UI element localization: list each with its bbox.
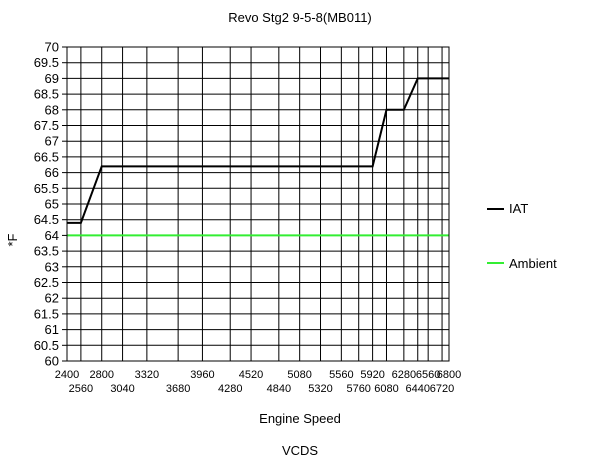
x-tick-label: 5920 (360, 369, 384, 381)
y-axis-label: *F (5, 233, 20, 246)
plot-series (67, 77, 449, 237)
y-tick-label: 65.5 (34, 181, 59, 196)
chart-subtitle: VCDS (282, 443, 318, 458)
legend-iat-label: IAT (509, 201, 528, 216)
y-tick-label: 61 (45, 322, 59, 337)
x-axis-label: Engine Speed (259, 411, 341, 426)
y-axis-tick-labels: 6060.56161.56262.56363.56464.56565.56666… (34, 40, 59, 369)
y-tick-label: 63.5 (34, 244, 59, 259)
x-tick-label: 5080 (287, 369, 311, 381)
x-tick-label: 6440 (406, 383, 430, 395)
x-tick-label: 3960 (190, 369, 214, 381)
plot-area-border (66, 46, 450, 362)
x-tick-label: 5320 (308, 383, 332, 395)
x-tick-label: 4520 (239, 369, 263, 381)
x-tick-label: 4280 (218, 383, 242, 395)
y-tick-label: 66 (45, 165, 59, 180)
x-tick-label: 3040 (110, 383, 134, 395)
y-tick-label: 61.5 (34, 306, 59, 321)
x-tick-label: 3320 (135, 369, 159, 381)
y-tick-label: 69.5 (34, 55, 59, 70)
x-axis-tick-labels: 2400 2800 3320 3960 4520 5080 5560 5920 6280 6560… (55, 369, 461, 395)
x-tick-label: 6280 (392, 369, 416, 381)
y-tick-label: 67.5 (34, 118, 59, 133)
y-tick-label: 68.5 (34, 87, 59, 102)
x-tick-label: 6800 (437, 369, 461, 381)
y-tick-label: 64.5 (34, 212, 59, 227)
legend-ambient-label: Ambient (509, 256, 557, 271)
y-tick-label: 67 (45, 134, 59, 149)
x-tick-label: 4840 (267, 383, 291, 395)
legend: IAT Ambient (487, 201, 557, 271)
y-tick-label: 70 (45, 40, 59, 55)
x-tick-label: 5760 (346, 383, 370, 395)
x-tick-label: 5560 (329, 369, 353, 381)
y-tick-label: 60.5 (34, 338, 59, 353)
series-line-iat (67, 77, 449, 224)
y-tick-label: 65 (45, 197, 59, 212)
plot-grid (62, 46, 450, 362)
x-tick-label: 2800 (89, 369, 113, 381)
y-tick-label: 62.5 (34, 275, 59, 290)
x-tick-label: 2400 (55, 369, 79, 381)
y-tick-label: 68 (45, 102, 59, 117)
y-tick-label: 63 (45, 259, 59, 274)
x-tick-label: 3680 (166, 383, 190, 395)
y-tick-label: 66.5 (34, 149, 59, 164)
y-tick-label: 60 (45, 354, 59, 369)
y-tick-label: 64 (45, 228, 59, 243)
y-tick-label: 69 (45, 71, 59, 86)
x-tick-label: 2560 (69, 383, 93, 395)
y-tick-label: 62 (45, 291, 59, 306)
x-tick-label: 6560 (416, 369, 440, 381)
x-tick-label: 6720 (430, 383, 454, 395)
x-tick-label: 6080 (374, 383, 398, 395)
chart-title: Revo Stg2 9-5-8(MB011) (228, 10, 372, 25)
